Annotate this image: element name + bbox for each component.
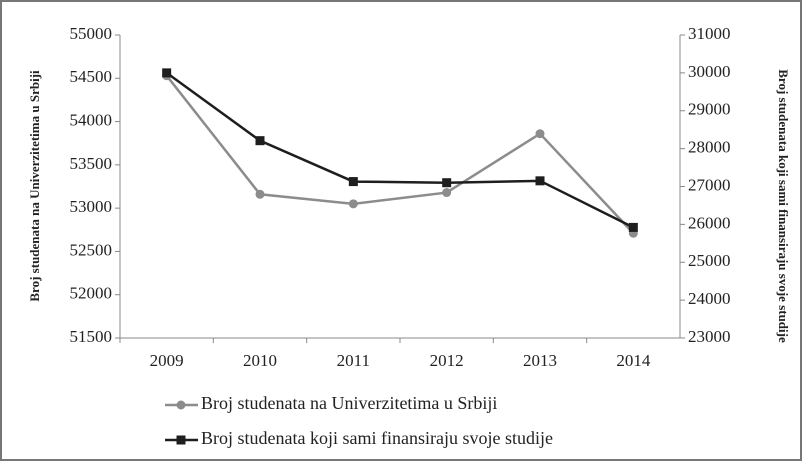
x-tick-label: 2012 (430, 351, 464, 370)
legend-marker (176, 435, 186, 445)
legend-label: Broj studenata koji sami finansiraju svo… (201, 428, 553, 448)
y-tick-label: 54500 (70, 67, 113, 86)
y-tick-label: 53000 (70, 197, 113, 216)
y-axis-title: Broj studenata na Univerzitetima u Srbij… (27, 70, 42, 302)
y2-tick-label: 24000 (688, 289, 731, 308)
point (442, 178, 452, 188)
y2-tick-label: 26000 (688, 213, 731, 232)
point (535, 176, 545, 186)
point (348, 177, 358, 187)
y-tick-label: 54000 (70, 110, 113, 129)
line (165, 74, 635, 235)
point (255, 189, 265, 199)
point (348, 199, 358, 209)
point (162, 68, 172, 78)
y-tick-label: 52500 (70, 240, 113, 259)
y2-tick-label: 25000 (688, 251, 731, 270)
point (535, 129, 545, 139)
y2-tick-label: 29000 (688, 100, 731, 119)
point (442, 188, 452, 198)
line (165, 71, 634, 229)
x-tick-label: 2014 (616, 351, 651, 370)
y2-axis-title: Broj studenata koji sami finansiraju svo… (776, 69, 791, 343)
y2-tick-label: 28000 (688, 138, 731, 157)
y-tick-label: 55000 (70, 24, 113, 43)
point (255, 136, 265, 146)
x-tick-label: 2013 (523, 351, 557, 370)
y-tick-label: 52000 (70, 284, 113, 303)
point (628, 222, 638, 232)
legend-marker (176, 400, 186, 410)
y-tick-label: 51500 (70, 327, 113, 346)
x-tick-label: 2010 (243, 351, 277, 370)
y-tick-label: 53500 (70, 154, 113, 173)
legend-label: Broj studenata na Univerzitetima u Srbij… (201, 393, 497, 413)
y2-tick-label: 27000 (688, 175, 731, 194)
y2-tick-label: 30000 (688, 62, 731, 81)
x-tick-label: 2011 (337, 351, 370, 370)
y2-tick-label: 31000 (688, 24, 731, 43)
x-tick-label: 2009 (150, 351, 184, 370)
y2-tick-label: 23000 (688, 327, 731, 346)
